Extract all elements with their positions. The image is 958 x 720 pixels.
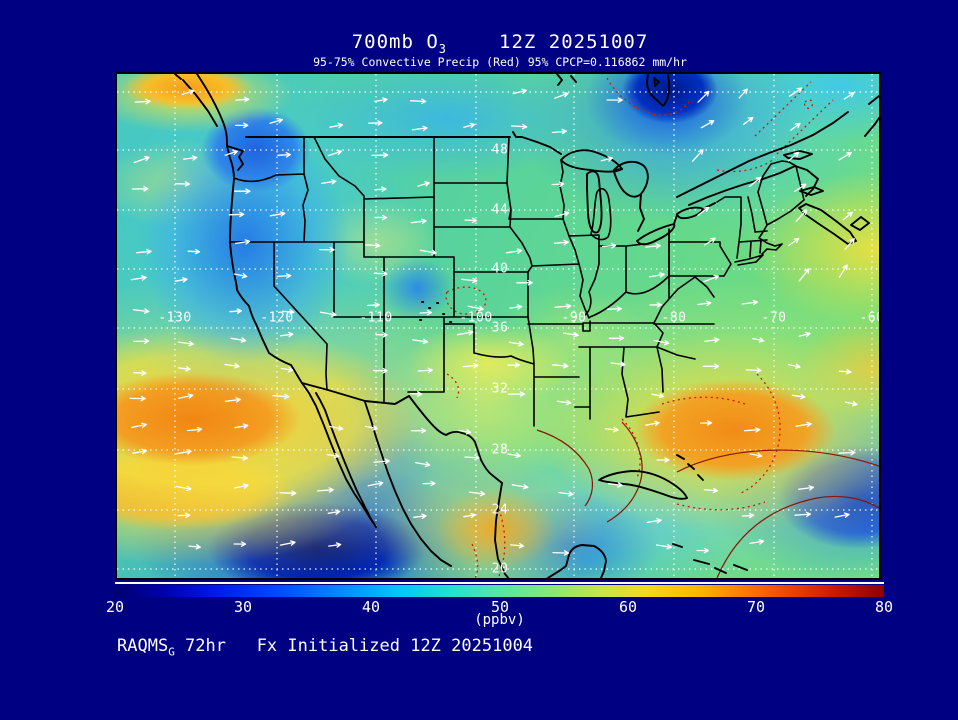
latlon-grid (117, 74, 879, 578)
colorbar-topline (115, 582, 884, 584)
model-run-info: RAQMSG 72hr Fx Initialized 12Z 20251004 (117, 636, 533, 658)
wind-arrows (129, 87, 858, 556)
colorbar-tick: 30 (233, 598, 253, 616)
wind-arrow-glyphs (129, 87, 858, 556)
aux-contours (536, 421, 879, 578)
colorbar-tick: 60 (618, 598, 638, 616)
coastlines (174, 74, 879, 578)
colorbar-tick: 70 (746, 598, 766, 616)
plot-title: 700mb O3 12Z 20251007 (21, 31, 958, 56)
colorbar-tick: 50 (490, 598, 510, 616)
colorbar-tick: 20 (105, 598, 125, 616)
map-panel: -130-120-110-100-90-80-70-60484440363228… (115, 72, 881, 580)
ozone-field (117, 74, 879, 578)
colorbar-tick: 40 (361, 598, 381, 616)
state-borders (229, 136, 805, 427)
run-details: 72hr Fx Initialized 12Z 20251004 (174, 636, 534, 656)
title-date: 12Z 20251007 (499, 31, 649, 53)
colorbar-ticks: 20 30 40 50 60 70 80 (106, 598, 893, 616)
title-field: 700mb O (351, 31, 439, 53)
precip-contours (445, 77, 834, 578)
model-name-subscript: G (168, 645, 175, 659)
map-overlay-svg (117, 74, 879, 578)
title-subscript: 3 (438, 41, 448, 56)
model-name: RAQMS (117, 636, 169, 656)
colorbar-tick: 80 (874, 598, 894, 616)
plot-subtitle: 95-75% Convective Precip (Red) 95% CPCP=… (313, 55, 687, 69)
colorbar-units: (ppbv) (474, 612, 525, 628)
colorbar (115, 585, 884, 597)
